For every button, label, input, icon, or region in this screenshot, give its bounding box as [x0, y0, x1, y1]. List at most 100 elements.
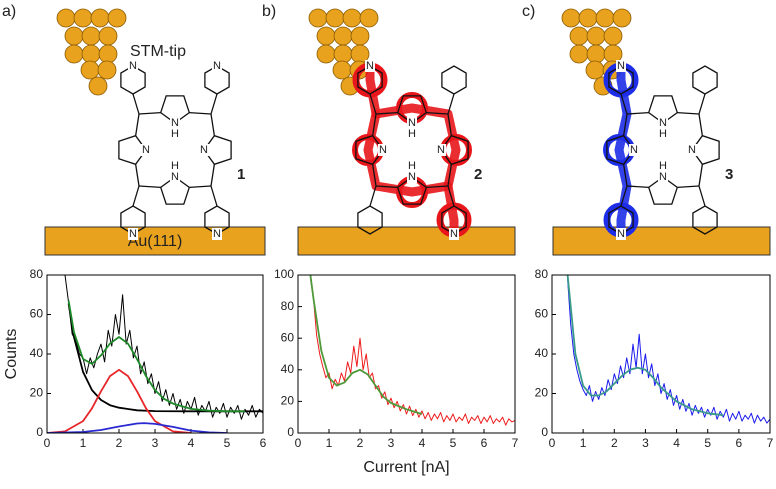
x-tick-label: 7 [767, 436, 774, 450]
data-line [567, 278, 770, 424]
tip-atom [56, 8, 76, 28]
y-tick-label: 60 [535, 307, 549, 321]
x-tick-label: 1 [80, 436, 87, 450]
substrate-label: Au(111) [128, 233, 183, 250]
y-tick-label: 60 [281, 330, 295, 344]
atom-label: N [659, 117, 667, 129]
atom-label: H [408, 160, 416, 172]
atom-label: N [379, 144, 387, 156]
y-tick-label: 60 [30, 307, 44, 321]
pyrrole-ring [159, 95, 191, 124]
pyrrole-ring [203, 134, 232, 166]
bond [447, 185, 455, 207]
pyrrole-ring [440, 134, 469, 166]
atom-label: N [129, 228, 137, 240]
panel-label: a) [2, 3, 16, 20]
tip-atom [569, 44, 589, 64]
bond [210, 93, 218, 115]
y-tick-label: 80 [535, 267, 549, 281]
tip-atom [73, 8, 93, 28]
atom-mask [449, 228, 459, 240]
bond [210, 185, 218, 207]
atom-label: N [213, 228, 221, 240]
x-tick-label: 7 [512, 436, 519, 450]
atom-mask [658, 117, 668, 129]
bond [677, 111, 700, 115]
pyrrole-ring [606, 134, 635, 166]
atom-mask [616, 228, 626, 240]
atom-label: N [630, 144, 638, 156]
x-tick-label: 1 [580, 436, 587, 450]
tip-atom [97, 60, 117, 80]
tip-atom [107, 8, 127, 28]
atom-mask [170, 171, 180, 183]
atom-label: N [617, 60, 625, 72]
bond [620, 185, 628, 207]
atom-label: N [171, 171, 179, 183]
data-line [309, 275, 423, 415]
y-tick-label: 20 [30, 386, 44, 400]
tip-atom [333, 26, 353, 46]
compound-number: 1 [237, 166, 245, 183]
x-tick-label: 3 [152, 436, 159, 450]
atom-label: N [437, 144, 445, 156]
bond [369, 93, 377, 115]
compound-number: 3 [725, 166, 733, 183]
tip-atom [325, 8, 345, 28]
x-tick-label: 0 [295, 436, 302, 450]
atom-mask [199, 144, 209, 156]
x-tick-label: 2 [357, 436, 364, 450]
tip-atom [64, 44, 84, 64]
data-line [67, 300, 245, 413]
data-line [64, 275, 263, 420]
data-line [309, 278, 515, 426]
x-axis-label: Current [nA] [363, 459, 449, 476]
atom-mask [365, 60, 375, 72]
bond [620, 93, 628, 115]
x-tick-label: 0 [44, 436, 51, 450]
y-tick-label: 40 [281, 362, 295, 376]
conductance-path [614, 61, 632, 239]
x-tick-label: 2 [611, 436, 618, 450]
tip-atom [586, 26, 606, 46]
data-line [47, 368, 192, 433]
tip-label: STM-tip [130, 43, 186, 60]
bond [698, 164, 704, 187]
x-tick-label: 1 [326, 436, 333, 450]
tip-atom [561, 8, 581, 28]
pyrrole-ring [159, 176, 191, 205]
tip-atom [316, 26, 336, 46]
pyrrole-ring [647, 95, 679, 124]
y-tick-label: 0 [541, 425, 548, 439]
atom-mask [128, 60, 138, 72]
data-line [566, 275, 724, 417]
bond [426, 111, 449, 115]
panel-label: c) [522, 3, 535, 20]
bond [138, 111, 161, 115]
bond [132, 185, 140, 207]
bond [371, 164, 377, 187]
bond [210, 113, 216, 136]
atom-mask [212, 228, 222, 240]
x-tick-label: 4 [673, 436, 680, 450]
y-tick-label: 40 [535, 346, 549, 360]
aryl-ring [692, 65, 718, 95]
x-tick-label: 4 [188, 436, 195, 450]
plot-frame [551, 274, 771, 434]
atom-mask [378, 144, 388, 156]
tip-atom [586, 44, 606, 64]
tip-atom [612, 8, 632, 28]
y-tick-label: 80 [30, 267, 44, 281]
x-tick-label: 5 [704, 436, 711, 450]
atom-label: N [142, 144, 150, 156]
bond [447, 113, 453, 136]
pyrrole-ring [118, 134, 147, 166]
atom-label: N [213, 60, 221, 72]
bond [626, 111, 649, 115]
pyrrole-ring [355, 134, 384, 166]
bond [447, 93, 455, 115]
y-tick-label: 40 [30, 346, 44, 360]
atom-label: N [366, 60, 374, 72]
atom-mask [407, 117, 417, 129]
